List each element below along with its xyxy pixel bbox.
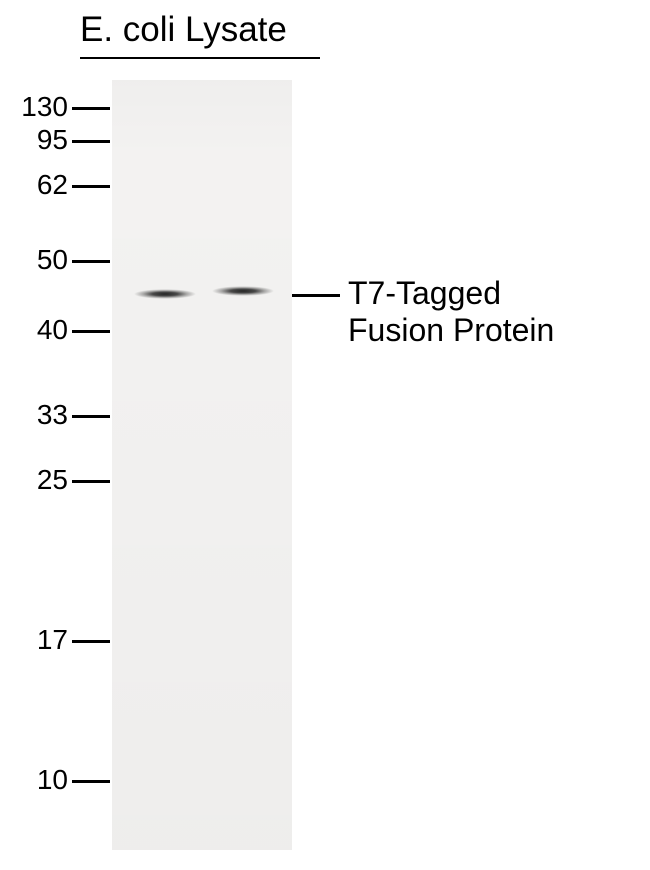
band-annotation-line1: T7-Tagged [348, 275, 501, 311]
mw-tick-40 [72, 330, 110, 333]
mw-tick-50 [72, 260, 110, 263]
mw-tick-130 [72, 107, 110, 110]
band-annotation-line2: Fusion Protein [348, 312, 554, 348]
mw-tick-33 [72, 415, 110, 418]
sample-label: E. coli Lysate [80, 10, 287, 50]
mw-label-17: 17 [0, 624, 68, 656]
mw-tick-62 [72, 185, 110, 188]
mw-label-10: 10 [0, 764, 68, 796]
mw-label-25: 25 [0, 464, 68, 496]
band-annotation-label: T7-Tagged Fusion Protein [348, 275, 554, 349]
mw-label-33: 33 [0, 399, 68, 431]
mw-label-40: 40 [0, 314, 68, 346]
mw-label-130: 130 [0, 91, 68, 123]
sample-label-underline [80, 57, 320, 59]
mw-label-95: 95 [0, 124, 68, 156]
mw-tick-95 [72, 140, 110, 143]
blot-membrane [112, 80, 292, 850]
mw-tick-10 [72, 780, 110, 783]
band-annotation-tick [292, 294, 340, 297]
mw-tick-25 [72, 480, 110, 483]
mw-label-50: 50 [0, 244, 68, 276]
mw-tick-17 [72, 640, 110, 643]
blot-texture [112, 80, 292, 850]
mw-label-62: 62 [0, 169, 68, 201]
